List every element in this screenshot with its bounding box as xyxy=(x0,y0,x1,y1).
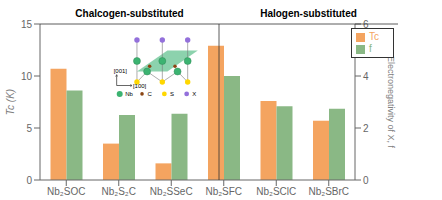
svg-text:Nb₂SFC: Nb₂SFC xyxy=(205,186,242,197)
svg-text:[100]: [100] xyxy=(133,83,147,89)
svg-text:X: X xyxy=(192,91,196,97)
svg-text:S: S xyxy=(170,91,174,97)
svg-text:C: C xyxy=(148,91,153,97)
svg-text:0: 0 xyxy=(363,175,369,186)
svg-text:6: 6 xyxy=(363,19,369,30)
svg-text:Chalcogen-substituted: Chalcogen-substituted xyxy=(75,8,183,19)
svg-text:[001]: [001] xyxy=(114,68,128,74)
svg-text:Nb₂SOC: Nb₂SOC xyxy=(47,186,85,197)
svg-text:2: 2 xyxy=(363,123,369,134)
svg-text:4: 4 xyxy=(363,71,369,82)
svg-text:5: 5 xyxy=(26,123,32,134)
svg-text:Nb₂SBrC: Nb₂SBrC xyxy=(308,186,349,197)
svg-text:Nb₂SClC: Nb₂SClC xyxy=(256,186,296,197)
svg-text:15: 15 xyxy=(21,19,33,30)
html-text:f: f xyxy=(369,43,372,54)
svg-text:Nb₂SSeC: Nb₂SSeC xyxy=(150,186,193,197)
html-text:Tc: Tc xyxy=(369,31,379,42)
svg-text:Halogen-substituted: Halogen-substituted xyxy=(260,8,357,19)
svg-text:Tc (K): Tc (K) xyxy=(5,89,16,115)
svg-text:10: 10 xyxy=(21,71,33,82)
svg-text:Nb: Nb xyxy=(125,91,133,97)
svg-text:Nb₂S₂C: Nb₂S₂C xyxy=(102,186,136,197)
svg-text:Electronegativity of X, f: Electronegativity of X, f xyxy=(386,56,396,149)
svg-text:0: 0 xyxy=(26,175,32,186)
